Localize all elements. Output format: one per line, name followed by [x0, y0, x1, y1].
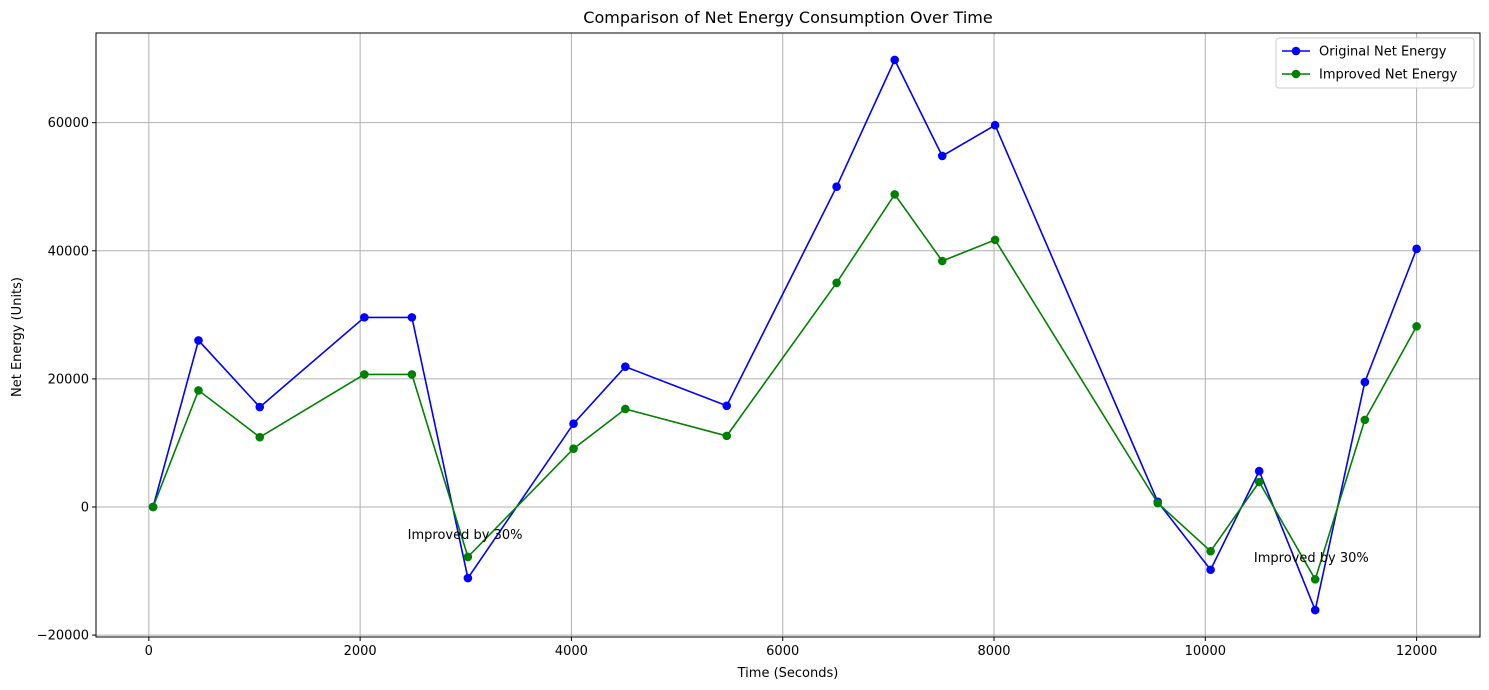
data-point	[1153, 498, 1163, 508]
series-original	[148, 55, 1421, 615]
data-point	[569, 444, 578, 453]
y-axis-label: Net Energy (Units)	[10, 277, 25, 397]
y-tick-label: 40000	[48, 244, 89, 259]
annotations: Improved by 30% Improved by 30%	[408, 528, 1369, 566]
data-point	[255, 402, 265, 412]
data-point	[890, 55, 900, 65]
y-tick-label: 20000	[48, 372, 89, 387]
data-point	[937, 151, 947, 161]
data-point	[832, 278, 841, 288]
x-axis-label: Time (Seconds)	[737, 666, 839, 681]
legend-marker	[1291, 46, 1301, 56]
x-tick-label: 8000	[977, 644, 1010, 659]
plot-frame	[95, 32, 1481, 638]
data-point	[407, 370, 417, 379]
y-tick-label: −20000	[37, 629, 89, 644]
x-axis-ticks: 0 2000 4000 6000 8000 10000 12000	[145, 637, 1437, 659]
series-improved	[148, 190, 1421, 584]
data-point	[407, 313, 417, 322]
y-axis-ticks: −20000 0 20000 40000 60000	[37, 116, 96, 644]
x-tick-label: 4000	[555, 644, 588, 659]
data-point	[255, 432, 265, 442]
data-point	[990, 235, 1000, 245]
data-point	[360, 370, 369, 379]
legend-box	[1275, 37, 1475, 89]
data-point	[194, 386, 203, 395]
legend-label: Original Net Energy	[1319, 45, 1447, 60]
data-point	[1412, 322, 1421, 331]
series-layer	[148, 55, 1421, 615]
data-point	[1254, 477, 1264, 487]
chart-title: Comparison of Net Energy Consumption Ove…	[583, 8, 992, 27]
data-point	[1206, 546, 1215, 556]
data-point	[937, 256, 947, 266]
grid-lines	[96, 33, 1480, 637]
data-point	[1412, 244, 1421, 254]
annotation-label: Improved by 30%	[1254, 551, 1369, 566]
x-tick-label: 12000	[1396, 644, 1437, 659]
annotation-label: Improved by 30%	[408, 528, 523, 543]
legend-label: Improved Net Energy	[1319, 68, 1458, 83]
legend: Original Net Energy Improved Net Energy	[1275, 37, 1475, 89]
data-point	[463, 573, 473, 583]
data-point	[148, 502, 158, 512]
data-point	[621, 362, 630, 372]
data-point	[1310, 605, 1320, 615]
x-tick-label: 10000	[1185, 644, 1226, 659]
data-point	[1206, 565, 1215, 575]
x-tick-label: 2000	[344, 644, 377, 659]
series-line	[152, 192, 1418, 582]
data-point	[722, 431, 732, 441]
data-point	[463, 552, 473, 562]
data-point	[194, 336, 203, 345]
data-point	[360, 313, 369, 322]
data-point	[1254, 466, 1264, 476]
x-tick-label: 0	[145, 644, 153, 659]
data-point	[1360, 415, 1370, 425]
y-tick-label: 60000	[48, 116, 89, 131]
data-point	[569, 419, 578, 429]
data-point	[621, 404, 630, 414]
y-tick-label: 0	[81, 500, 89, 515]
data-point	[990, 120, 1000, 130]
data-point	[832, 182, 841, 192]
legend-marker	[1291, 69, 1301, 79]
data-point	[1310, 575, 1320, 584]
data-point	[722, 401, 732, 411]
data-point	[1360, 377, 1370, 387]
data-point	[890, 190, 900, 199]
x-tick-label: 6000	[766, 644, 799, 659]
